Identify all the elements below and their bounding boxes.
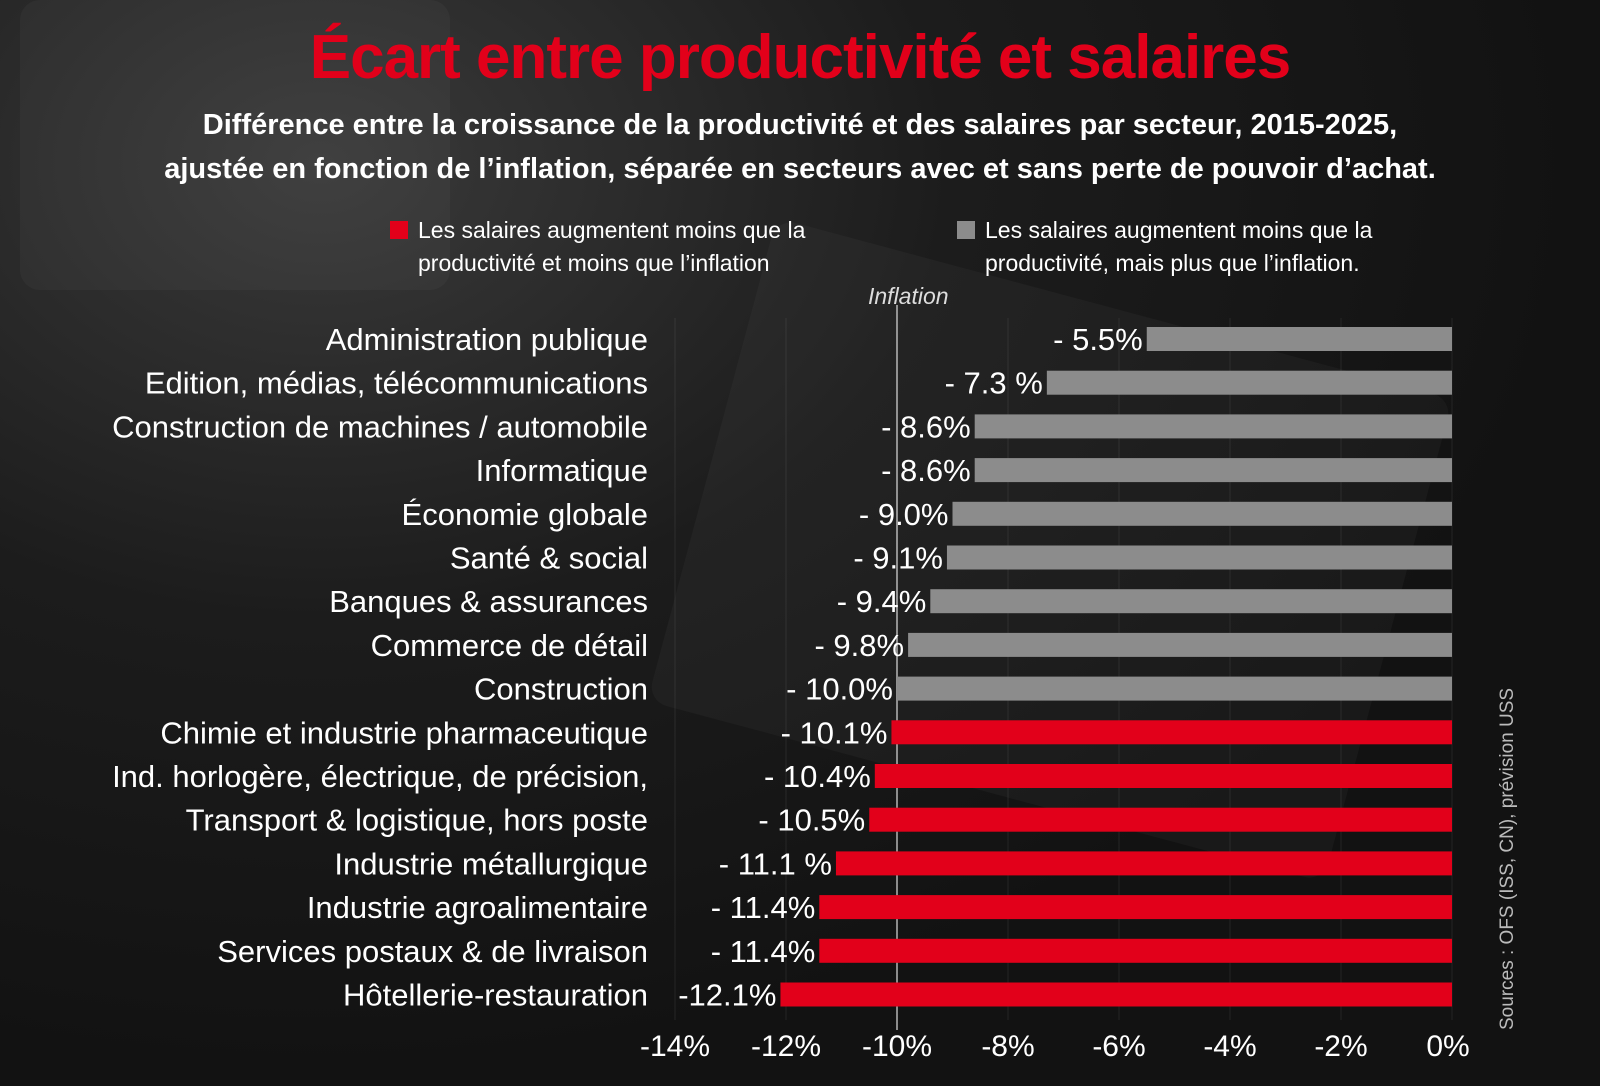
bar <box>897 676 1452 701</box>
data-label: -12.1% <box>678 978 776 1013</box>
bar <box>974 414 1452 439</box>
bar <box>974 458 1452 483</box>
data-label: - 9.8% <box>814 628 904 663</box>
data-label: - 8.6% <box>881 409 971 444</box>
bar <box>835 851 1452 876</box>
category-label: Construction <box>474 672 648 707</box>
legend-swatch-grey <box>957 221 975 239</box>
legend-label: Les salaires augmentent moins que la <box>985 217 1373 243</box>
data-label: - 10.5% <box>758 803 865 838</box>
data-label: - 10.1% <box>781 715 888 750</box>
data-label: - 10.4% <box>764 759 871 794</box>
data-label: - 8.6% <box>881 453 971 488</box>
legend-swatch-red <box>390 221 408 239</box>
inflation-label: Inflation <box>868 283 949 309</box>
bar <box>874 764 1452 788</box>
category-label: Banques & assurances <box>329 584 648 619</box>
x-tick-label: -4% <box>1203 1030 1256 1063</box>
category-label: Industrie agroalimentaire <box>307 890 648 925</box>
x-tick-label: -12% <box>751 1030 821 1063</box>
category-label: Construction de machines / automobile <box>112 409 648 444</box>
bar <box>908 632 1452 657</box>
data-label: - 9.0% <box>859 497 949 532</box>
category-label: Services postaux & de livraison <box>217 934 648 969</box>
data-label: - 11.4% <box>711 934 816 969</box>
category-label: Hôtellerie-restauration <box>343 978 648 1013</box>
x-tick-label: -10% <box>862 1030 932 1063</box>
x-tick-label: -8% <box>981 1030 1034 1063</box>
category-label: Administration publique <box>326 322 648 357</box>
category-label: Informatique <box>476 453 648 488</box>
bar <box>819 895 1452 920</box>
legend-label: productivité, mais plus que l’inflation. <box>985 250 1360 276</box>
data-label: - 5.5% <box>1053 322 1143 357</box>
category-label: Commerce de détail <box>371 628 648 663</box>
bar <box>869 807 1452 832</box>
legend-label: Les salaires augmentent moins que la <box>418 217 806 243</box>
data-label: - 11.1 % <box>719 846 832 881</box>
bar <box>946 545 1452 570</box>
x-tick-label: -14% <box>640 1030 710 1063</box>
subtitle-line: Différence entre la croissance de la pro… <box>202 109 1398 141</box>
sources-note: Sources : OFS (ISS, CN), prévision USS <box>1497 687 1518 1030</box>
data-label: - 10.0% <box>786 672 893 707</box>
category-label: Santé & social <box>450 541 648 576</box>
data-label: - 9.1% <box>853 541 943 576</box>
data-label: - 7.3 % <box>945 366 1043 401</box>
category-label: Edition, médias, télécommunications <box>145 366 648 401</box>
bar <box>952 501 1452 526</box>
category-label: Industrie métallurgique <box>334 846 648 881</box>
bar <box>930 589 1452 614</box>
chart-title: Écart entre productivité et salaires <box>309 23 1292 92</box>
bar <box>780 982 1452 1007</box>
legend-label: productivité et moins que l’inflation <box>418 250 770 276</box>
subtitle-line: ajustée en fonction de l’inflation, sépa… <box>164 153 1436 185</box>
data-label: - 9.4% <box>837 584 927 619</box>
x-tick-label: 0% <box>1426 1030 1469 1063</box>
bar <box>1146 327 1452 351</box>
category-label: Ind. horlogère, électrique, de précision… <box>112 759 648 794</box>
category-label: Transport & logistique, hors poste <box>186 803 648 838</box>
bar <box>1046 370 1452 395</box>
data-label: - 11.4% <box>711 890 816 925</box>
legend-item-grey: Les salaires augmentent moins que la prod… <box>957 214 1372 280</box>
x-tick-label: -2% <box>1314 1030 1367 1063</box>
category-label: Chimie et industrie pharmaceutique <box>160 715 648 750</box>
chart-subtitle: Différence entre la croissance de la pro… <box>0 103 1600 191</box>
bar <box>891 720 1452 745</box>
x-tick-label: -6% <box>1092 1030 1145 1063</box>
bar <box>819 938 1452 963</box>
category-label: Économie globale <box>402 497 648 532</box>
legend-item-red: Les salaires augmentent moins que la prod… <box>390 214 805 280</box>
